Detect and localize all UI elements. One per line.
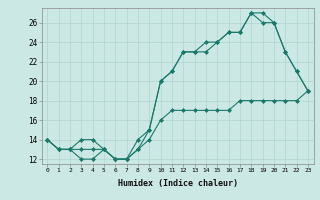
X-axis label: Humidex (Indice chaleur): Humidex (Indice chaleur) bbox=[118, 179, 237, 188]
